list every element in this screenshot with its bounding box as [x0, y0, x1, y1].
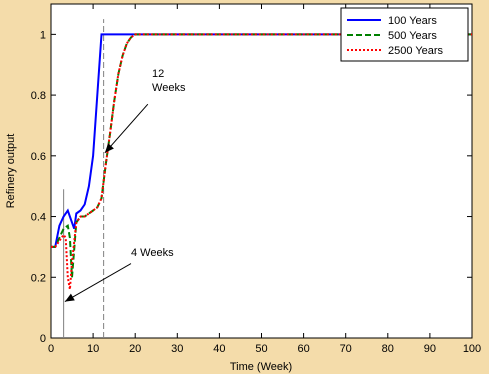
y-axis-label: Refinery output: [5, 134, 17, 209]
annotation-arrow: [104, 103, 149, 154]
annotation-label: Weeks: [152, 82, 186, 94]
annotation-arrowhead: [64, 293, 75, 302]
x-tick-label: 100: [463, 343, 481, 355]
x-tick-label: 20: [129, 343, 141, 355]
x-tick-label: 40: [213, 343, 225, 355]
x-tick-label: 80: [382, 343, 394, 355]
x-tick-label: 10: [87, 343, 99, 355]
legend-label: 2500 Years: [388, 45, 444, 57]
annotation-label: 4 Weeks: [131, 247, 174, 259]
y-tick-label: 0.8: [31, 90, 46, 102]
x-tick-label: 90: [424, 343, 436, 355]
annotation-label: 12: [152, 68, 164, 80]
y-tick-label: 0.2: [31, 272, 46, 284]
x-axis-label: Time (Week): [230, 361, 292, 373]
annotation-arrowhead: [104, 143, 114, 153]
x-tick-label: 70: [340, 343, 352, 355]
legend-label: 100 Years: [388, 15, 437, 27]
x-tick-label: 50: [255, 343, 267, 355]
y-tick-label: 0.4: [31, 212, 46, 224]
x-tick-label: 60: [297, 343, 309, 355]
y-tick-label: 0.6: [31, 151, 46, 163]
legend-label: 500 Years: [388, 30, 437, 42]
y-tick-label: 1: [40, 29, 46, 41]
legend-box: [340, 7, 469, 62]
series-line: [51, 33, 472, 248]
annotation-arrow: [64, 263, 132, 302]
series-line: [51, 33, 472, 290]
y-tick-label: 0: [40, 333, 46, 345]
x-tick-label: 30: [171, 343, 183, 355]
x-tick-label: 0: [48, 343, 54, 355]
legend: 100 Years 500 Years 2500 Years: [340, 7, 469, 62]
